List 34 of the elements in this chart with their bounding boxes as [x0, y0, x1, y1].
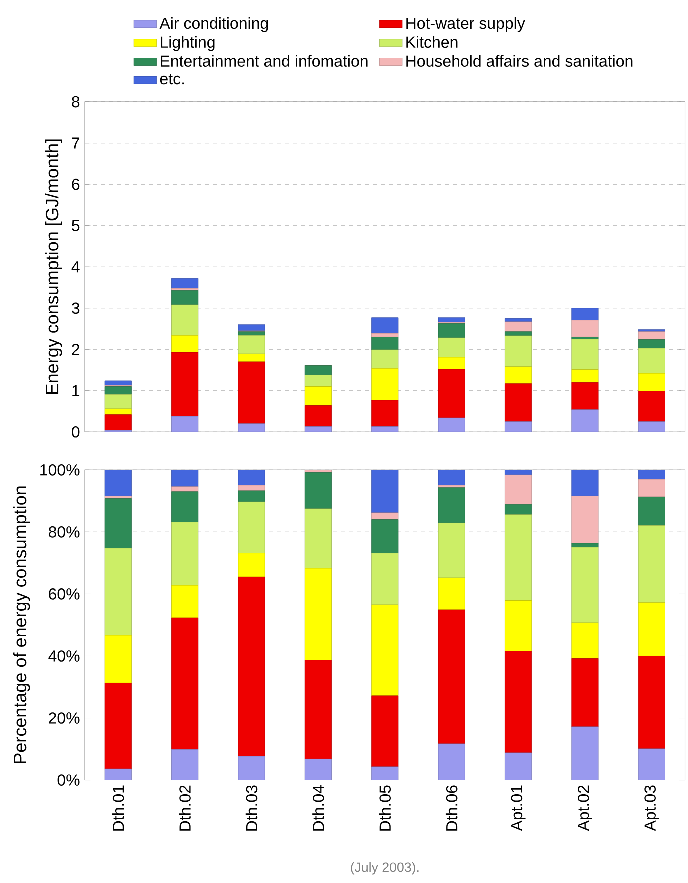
x-tick-label: Dth.05 [379, 786, 391, 831]
y-tick-label: 4 [72, 262, 80, 273]
legend-label: Hot-water supply [406, 17, 526, 32]
y-tick-label: 0% [58, 774, 80, 786]
x-tick-label: Apt.03 [644, 786, 660, 832]
x-tick-label: Dth.06 [446, 786, 458, 831]
legend-label: Household affairs and sanitation [406, 55, 633, 67]
y-tick-label: 7 [72, 138, 80, 149]
y-tick-label: 6 [72, 178, 80, 190]
legend-label: Entertainment and infomation [160, 55, 368, 67]
y-tick-label: 40% [48, 650, 80, 662]
y-axis-title: Energy consumption [GJ/month] [45, 140, 62, 394]
legend-label: Kitchen [406, 36, 458, 48]
y-tick-label: 60% [48, 588, 80, 600]
legend-label: Lighting [160, 36, 215, 52]
y-tick-label: 0 [72, 426, 80, 438]
y-tick-label: 20% [48, 712, 80, 724]
y-tick-label: 8 [72, 96, 80, 108]
x-tick-label: Apt.01 [511, 786, 526, 832]
y-axis-title: Percentage of energy consumption [13, 486, 30, 764]
legend-label: etc. [160, 74, 184, 85]
y-tick-label: 80% [48, 526, 80, 538]
y-tick-label: 3 [72, 302, 80, 314]
text: (July 2003). [351, 862, 419, 875]
x-tick-label: Apt.02 [578, 786, 592, 832]
x-tick-label: Dth.01 [112, 786, 124, 831]
y-tick-label: 2 [72, 344, 80, 356]
x-tick-label: Dth.04 [312, 785, 324, 831]
y-tick-label: 100% [40, 464, 80, 476]
legend-label: Air conditioning [160, 17, 268, 32]
x-tick-label: Dth.03 [246, 786, 258, 831]
y-tick-label: 1 [72, 385, 80, 396]
y-tick-label: 5 [72, 220, 80, 232]
x-tick-label: Dth.02 [179, 786, 191, 831]
